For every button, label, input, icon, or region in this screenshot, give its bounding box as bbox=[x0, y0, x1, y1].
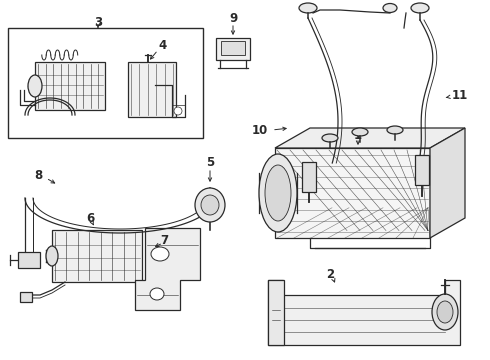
Bar bbox=[20, 292, 32, 302]
Bar bbox=[216, 38, 250, 60]
Ellipse shape bbox=[432, 294, 458, 330]
Bar bbox=[8, 28, 203, 138]
Bar bbox=[18, 252, 40, 268]
Ellipse shape bbox=[259, 154, 297, 232]
Bar bbox=[35, 62, 105, 110]
Circle shape bbox=[174, 107, 182, 115]
Bar bbox=[52, 230, 142, 282]
Bar bbox=[128, 62, 176, 117]
Ellipse shape bbox=[28, 75, 42, 97]
Text: 3: 3 bbox=[94, 15, 102, 28]
Polygon shape bbox=[135, 228, 200, 310]
Ellipse shape bbox=[383, 4, 397, 13]
Text: 1: 1 bbox=[354, 129, 362, 141]
Text: 5: 5 bbox=[206, 156, 214, 168]
Bar bbox=[275, 148, 430, 238]
Text: 4: 4 bbox=[159, 39, 167, 51]
Bar bbox=[221, 41, 245, 55]
Polygon shape bbox=[268, 280, 460, 345]
Text: 10: 10 bbox=[252, 123, 268, 136]
Ellipse shape bbox=[151, 247, 169, 261]
Ellipse shape bbox=[387, 126, 403, 134]
Text: 11: 11 bbox=[452, 89, 468, 102]
Polygon shape bbox=[430, 128, 465, 238]
Text: 6: 6 bbox=[86, 212, 94, 225]
Ellipse shape bbox=[352, 128, 368, 136]
Ellipse shape bbox=[150, 288, 164, 300]
Polygon shape bbox=[275, 128, 465, 148]
Ellipse shape bbox=[411, 3, 429, 13]
Bar bbox=[268, 280, 284, 345]
Ellipse shape bbox=[322, 134, 338, 142]
Ellipse shape bbox=[265, 165, 291, 221]
Text: 9: 9 bbox=[229, 12, 237, 24]
Text: 7: 7 bbox=[160, 234, 168, 247]
Ellipse shape bbox=[201, 195, 219, 215]
Ellipse shape bbox=[46, 246, 58, 266]
Text: 2: 2 bbox=[326, 269, 334, 282]
Ellipse shape bbox=[195, 188, 225, 222]
Ellipse shape bbox=[299, 3, 317, 13]
Bar bbox=[302, 162, 316, 192]
Text: 8: 8 bbox=[34, 168, 42, 181]
Bar bbox=[415, 155, 429, 185]
Ellipse shape bbox=[437, 301, 453, 323]
